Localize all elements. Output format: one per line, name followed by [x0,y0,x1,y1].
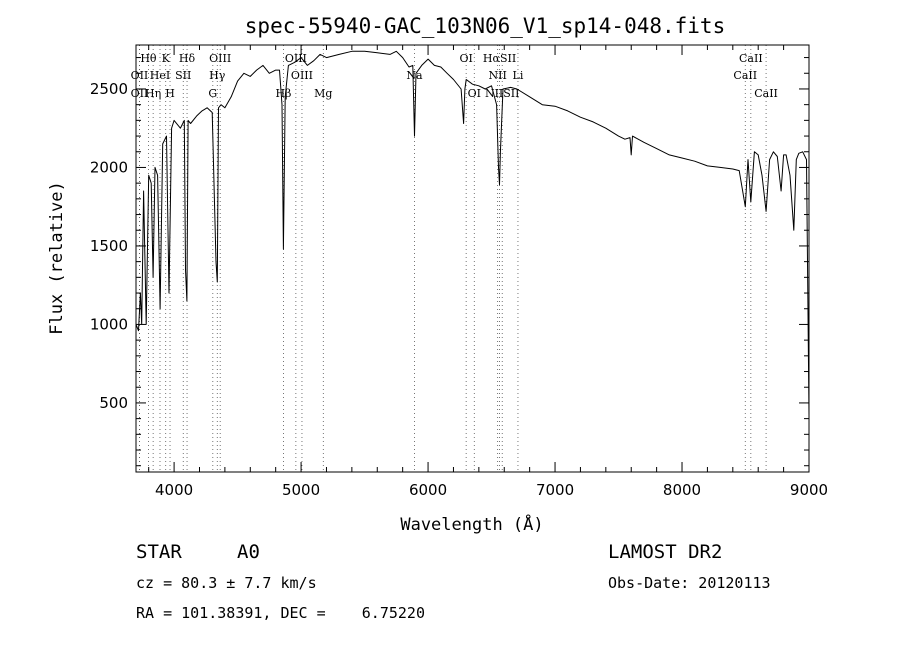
spectral-line-markers: Hθ K Hδ OIII OIII OI HαSII CaII OII HeI SII Hγ OIII N… [131,45,778,472]
spectrum-line [135,50,810,416]
redshift-text: cz = 80.3 ± 7.7 km/s [136,574,317,592]
y-tick-label: 500 [99,394,128,412]
spectral-line-label: CaII [754,87,778,100]
spectral-line-label: HeI [150,69,170,82]
spectral-line-label: CaII [733,69,757,82]
y-tick-label: 2500 [90,80,128,98]
spectral-line-label: Hβ [275,87,291,100]
spectral-line-label: Hη [145,87,161,100]
y-tick-label: 2000 [90,158,128,176]
spectral-line-label: Li [513,69,524,82]
spectral-line-label: OII [131,69,149,82]
spectral-line-label: G [208,87,217,100]
spectral-line-label: Hθ [140,52,157,65]
chart-title: spec-55940-GAC_103N06_V1_sp14-048.fits [245,14,725,38]
x-tick-label: 8000 [663,481,701,499]
x-axis-label: Wavelength (Å) [400,513,543,535]
spectral-line-label: OII [131,87,149,100]
spectral-line-label: OI [459,52,472,65]
spectral-line-label: Na [406,69,423,82]
x-tick-label: 6000 [409,481,447,499]
spectral-line-label: HαSII [483,52,516,65]
spectral-line-label: OIII [209,52,231,65]
x-tick-label: 7000 [536,481,574,499]
x-tick-label: 9000 [790,481,828,499]
spectral-line-label: Hγ [209,69,226,82]
survey-name: LAMOST DR2 [608,541,723,563]
observation-date: Obs-Date: 20120113 [608,574,771,592]
x-tick-label: 4000 [155,481,193,499]
coordinates-text: RA = 101.38391, DEC = 6.75220 [136,604,425,622]
spectral-line-label: Hδ [179,52,196,65]
y-tick-label: 1500 [90,237,128,255]
spectral-line-label: H [165,87,175,100]
spectrum-series [135,50,810,416]
spectral-line-label: OI [468,87,481,100]
spectral-line-label: Mg [314,87,332,100]
spectral-line-label: OIII [291,69,313,82]
spectral-line-label: NIISII [485,87,520,100]
object-subclass: A0 [237,541,260,563]
spectral-line-label: SII [175,69,191,82]
y-tick-label: 1000 [90,315,128,333]
plot-frame [135,44,810,473]
x-tick-label: 5000 [282,481,320,499]
spectral-line-label: OIII [285,52,307,65]
spectral-line-label: NII [488,69,506,82]
spectral-line-label: K [162,52,171,65]
y-axis-label: Flux (relative) [47,181,67,335]
object-class: STAR [136,541,182,563]
spectral-line-label: CaII [739,52,763,65]
axis-ticks: 4000 5000 6000 7000 8000 9000 500 1000 1500 2000 2… [90,45,828,499]
